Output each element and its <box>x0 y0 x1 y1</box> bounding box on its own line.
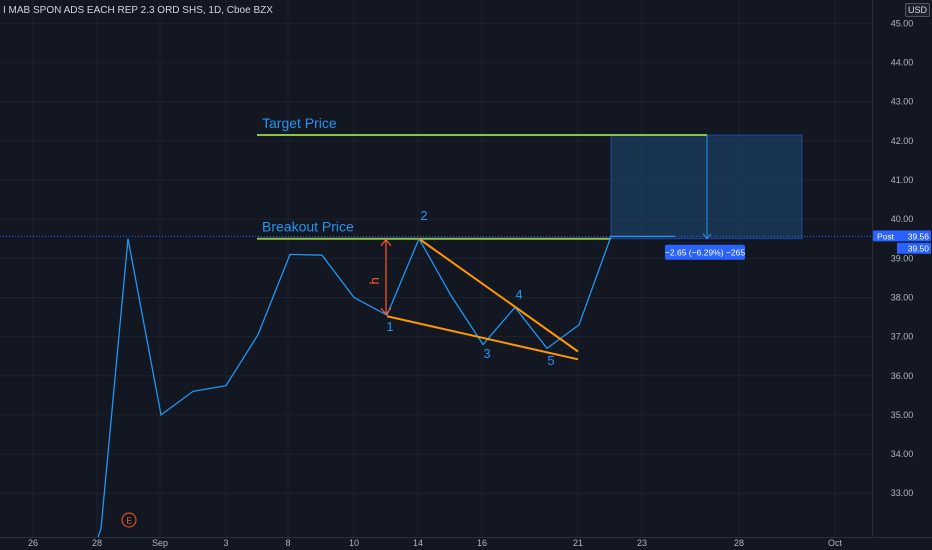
price-tick-label: 34.00 <box>891 449 914 459</box>
time-axis[interactable]: 26 28 Sep 3 8 10 14 16 21 23 28 Oct <box>0 537 932 550</box>
price-series-line <box>96 235 675 541</box>
price-tick-label: 40.00 <box>891 214 914 224</box>
price-axis[interactable]: 33.00 34.00 35.00 36.00 37.00 38.00 39.00 40.00… <box>872 0 932 537</box>
price-tick-label: 39.00 <box>891 253 914 263</box>
target-price-label: Target Price <box>262 115 337 131</box>
projection-tooltip-text: −2.65 (−6.29%) −265 <box>665 248 745 258</box>
price-tick-label: 38.00 <box>891 292 914 302</box>
time-tick-label: 21 <box>573 538 583 548</box>
wedge-upper-trendline <box>418 237 579 353</box>
wave-label-4: 4 <box>515 287 522 302</box>
projection-arrow-head <box>702 233 712 240</box>
post-price-label: Post <box>877 231 895 241</box>
time-tick-label: Oct <box>828 538 843 548</box>
price-tick-label: 43.00 <box>891 97 914 107</box>
time-tick-label: 8 <box>285 538 290 548</box>
last-price-badge <box>897 242 931 254</box>
time-tick-label: 23 <box>637 538 647 548</box>
currency-button[interactable]: USD <box>905 3 931 17</box>
wave-label-1: 1 <box>386 319 393 334</box>
time-axis-bg <box>0 537 932 550</box>
price-tick-label: 41.00 <box>891 175 914 185</box>
wave-label-3: 3 <box>483 346 490 361</box>
price-tick-label: 44.00 <box>891 58 914 68</box>
time-tick-label: 28 <box>92 538 102 548</box>
price-tick-label: 33.00 <box>891 488 914 498</box>
wave-label-5: 5 <box>547 353 554 368</box>
price-tick-label: 37.00 <box>891 332 914 342</box>
earnings-marker-icon[interactable] <box>121 512 137 528</box>
price-tick-label: 42.00 <box>891 136 914 146</box>
height-arrow-head-bottom <box>380 307 392 316</box>
symbol-title[interactable]: I MAB SPON ADS EACH REP 2.3 ORD SHS, 1D,… <box>3 5 273 16</box>
height-arrow-head-top <box>380 238 392 247</box>
time-tick-label: 3 <box>223 538 228 548</box>
last-price-value: 39.50 <box>908 244 930 254</box>
time-tick-label: Sep <box>152 538 168 548</box>
wedge-lower-trendline <box>386 315 579 361</box>
earnings-marker-label: E <box>126 517 131 526</box>
time-tick-label: 28 <box>734 538 744 548</box>
price-tick-label: 36.00 <box>891 371 914 381</box>
height-label: h <box>367 277 382 284</box>
time-tick-label: 14 <box>413 538 423 548</box>
wave-label-2: 2 <box>420 208 427 223</box>
post-price-value: 39.56 <box>908 231 930 241</box>
price-tick-label: 45.00 <box>891 18 914 28</box>
time-tick-label: 16 <box>477 538 487 548</box>
time-tick-label: 26 <box>28 538 38 548</box>
price-tick-label: 35.00 <box>891 410 914 420</box>
breakout-price-label: Breakout Price <box>262 219 354 235</box>
post-price-badge <box>873 230 931 242</box>
projection-tooltip-box <box>665 244 745 260</box>
time-tick-label: 10 <box>349 538 359 548</box>
price-axis-bg <box>872 0 932 537</box>
grid-lines <box>0 0 872 537</box>
